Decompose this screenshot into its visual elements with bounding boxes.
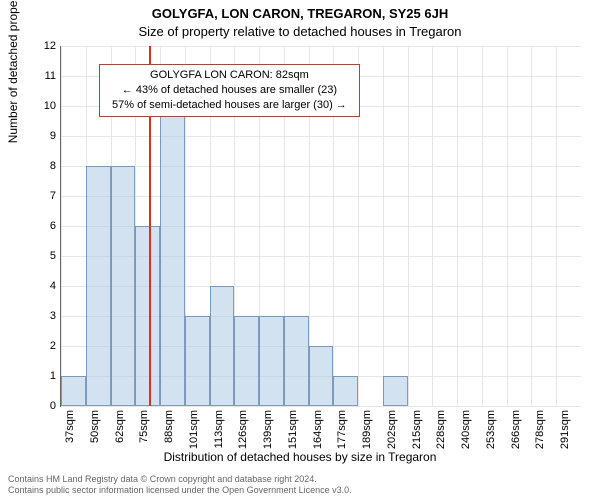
gridline-h bbox=[61, 166, 581, 167]
y-tick-label: 6 bbox=[26, 220, 56, 232]
gridline-v bbox=[482, 46, 483, 406]
histogram-bar bbox=[284, 316, 309, 406]
y-tick-label: 9 bbox=[26, 130, 56, 142]
x-tick-label: 266sqm bbox=[510, 410, 522, 460]
annotation-line-2: ← 43% of detached houses are smaller (23… bbox=[112, 83, 347, 98]
x-tick-label: 113sqm bbox=[213, 410, 225, 460]
gridline-v bbox=[408, 46, 409, 406]
y-tick-label: 4 bbox=[26, 280, 56, 292]
x-tick-label: 240sqm bbox=[460, 410, 472, 460]
x-tick-label: 228sqm bbox=[435, 410, 447, 460]
y-tick-label: 8 bbox=[26, 160, 56, 172]
x-tick-label: 177sqm bbox=[336, 410, 348, 460]
gridline-h bbox=[61, 196, 581, 197]
x-tick-label: 62sqm bbox=[114, 410, 126, 460]
annotation-line-1: GOLYGFA LON CARON: 82sqm bbox=[112, 68, 347, 83]
histogram-bar bbox=[61, 376, 86, 406]
x-tick-label: 50sqm bbox=[89, 410, 101, 460]
gridline-v bbox=[457, 46, 458, 406]
x-tick-label: 291sqm bbox=[559, 410, 571, 460]
gridline-v bbox=[556, 46, 557, 406]
histogram-bar bbox=[309, 346, 334, 406]
x-tick-label: 37sqm bbox=[64, 410, 76, 460]
x-tick-label: 215sqm bbox=[411, 410, 423, 460]
y-tick-label: 10 bbox=[26, 100, 56, 112]
gridline-v bbox=[383, 46, 384, 406]
histogram-bar bbox=[111, 166, 136, 406]
plot-area: GOLYGFA LON CARON: 82sqm ← 43% of detach… bbox=[60, 46, 581, 407]
gridline-h bbox=[61, 406, 581, 407]
y-tick-label: 11 bbox=[26, 70, 56, 82]
caption-line-2: Contains public sector information licen… bbox=[8, 485, 352, 496]
x-tick-label: 101sqm bbox=[188, 410, 200, 460]
x-tick-label: 189sqm bbox=[361, 410, 373, 460]
y-tick-label: 1 bbox=[26, 370, 56, 382]
histogram-bar bbox=[234, 316, 259, 406]
gridline-v bbox=[507, 46, 508, 406]
y-tick-label: 2 bbox=[26, 340, 56, 352]
gridline-v bbox=[531, 46, 532, 406]
caption-line-1: Contains HM Land Registry data © Crown c… bbox=[8, 474, 352, 485]
x-tick-label: 202sqm bbox=[386, 410, 398, 460]
histogram-bar bbox=[383, 376, 408, 406]
chart-title-sub: Size of property relative to detached ho… bbox=[0, 24, 600, 39]
x-tick-label: 164sqm bbox=[312, 410, 324, 460]
x-tick-label: 278sqm bbox=[534, 410, 546, 460]
gridline-h bbox=[61, 46, 581, 47]
y-tick-label: 0 bbox=[26, 400, 56, 412]
x-tick-label: 126sqm bbox=[237, 410, 249, 460]
y-tick-label: 5 bbox=[26, 250, 56, 262]
histogram-bar bbox=[160, 106, 185, 406]
histogram-bar bbox=[185, 316, 210, 406]
annotation-box: GOLYGFA LON CARON: 82sqm ← 43% of detach… bbox=[99, 64, 360, 117]
x-tick-label: 75sqm bbox=[138, 410, 150, 460]
y-tick-label: 3 bbox=[26, 310, 56, 322]
x-tick-label: 253sqm bbox=[485, 410, 497, 460]
chart-container: GOLYGFA, LON CARON, TREGARON, SY25 6JH S… bbox=[0, 0, 600, 500]
y-tick-label: 7 bbox=[26, 190, 56, 202]
caption: Contains HM Land Registry data © Crown c… bbox=[8, 474, 352, 496]
y-tick-label: 12 bbox=[26, 40, 56, 52]
chart-title-main: GOLYGFA, LON CARON, TREGARON, SY25 6JH bbox=[0, 6, 600, 21]
histogram-bar bbox=[135, 226, 160, 406]
x-tick-label: 139sqm bbox=[262, 410, 274, 460]
histogram-bar bbox=[210, 286, 235, 406]
y-axis-label: Number of detached properties bbox=[6, 0, 20, 143]
histogram-bar bbox=[333, 376, 358, 406]
x-tick-label: 88sqm bbox=[163, 410, 175, 460]
histogram-bar bbox=[86, 166, 111, 406]
histogram-bar bbox=[259, 316, 284, 406]
x-tick-label: 151sqm bbox=[287, 410, 299, 460]
gridline-v bbox=[432, 46, 433, 406]
gridline-v bbox=[61, 46, 62, 406]
annotation-line-3: 57% of semi-detached houses are larger (… bbox=[112, 98, 347, 113]
gridline-h bbox=[61, 136, 581, 137]
